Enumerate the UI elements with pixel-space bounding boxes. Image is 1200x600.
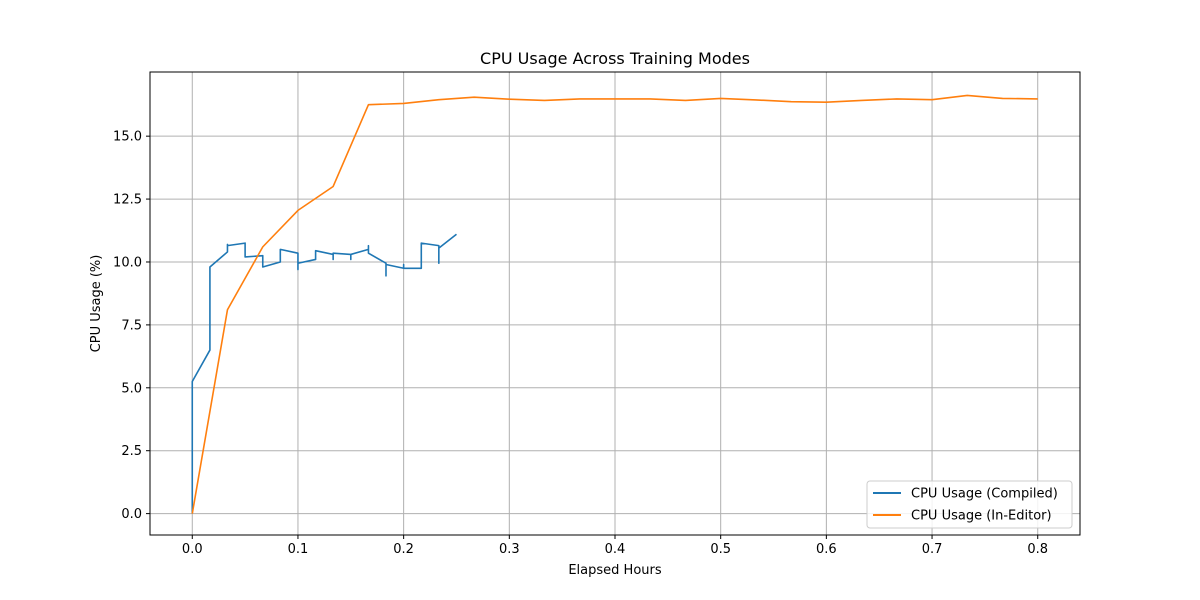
x-tick-label: 0.1	[288, 542, 309, 557]
x-tick-label: 0.4	[605, 542, 626, 557]
y-tick-label: 7.5	[121, 318, 142, 333]
x-axis: 0.0 0.1 0.2 0.3 0.4 0.5 0.6 0.7 0.8	[182, 535, 1048, 557]
x-tick-label: 0.2	[393, 542, 414, 557]
y-tick-label: 12.5	[113, 193, 142, 208]
x-tick-label: 0.6	[816, 542, 837, 557]
series-line-in-editor	[191, 94, 1038, 514]
x-tick-label: 0.3	[499, 542, 520, 557]
x-tick-label: 0.5	[710, 542, 731, 557]
series-layer	[191, 94, 1038, 514]
y-tick-label: 15.0	[113, 130, 142, 145]
legend-box	[866, 480, 1073, 529]
y-tick-label: 10.0	[113, 255, 142, 270]
x-tick-label: 0.8	[1027, 542, 1048, 557]
y-tick-label: 0.0	[121, 507, 142, 522]
y-tick-label: 2.5	[121, 444, 142, 459]
x-axis-label: Elapsed Hours	[568, 563, 662, 578]
y-axis-label: CPU Usage (%)	[89, 255, 104, 353]
x-tick-label: 0.7	[922, 542, 943, 557]
legend: CPU Usage (Compiled) CPU Usage (In-Edito…	[866, 480, 1073, 529]
y-axis: 0.0 2.5 5.0 7.5 10.0 12.5 15.0	[113, 130, 150, 522]
legend-label-in-editor: CPU Usage (In-Editor)	[911, 509, 1052, 524]
series-line-compiled	[191, 233, 457, 514]
y-tick-label: 5.0	[121, 381, 142, 396]
x-tick-label: 0.0	[182, 542, 203, 557]
chart-title: CPU Usage Across Training Modes	[480, 49, 750, 68]
legend-label-compiled: CPU Usage (Compiled)	[911, 487, 1058, 502]
